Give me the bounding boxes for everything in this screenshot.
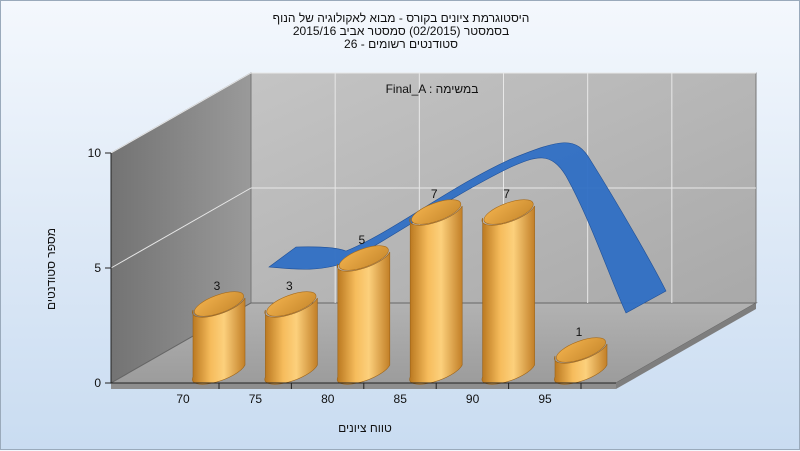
bar-1 [264, 291, 318, 385]
bar-body-0 [192, 297, 246, 385]
bar-body-5 [554, 343, 608, 385]
bar-0 [192, 291, 246, 385]
bar-cap-2 [338, 245, 389, 271]
chart-title-line-2: בסמסטר (02/2015) סמסטר אביב 2015/16 [292, 24, 510, 38]
y-tick-label-2: 10 [88, 146, 102, 160]
bar-2 [336, 245, 391, 385]
bar-cap-3 [411, 199, 462, 225]
chart-title-line-3: סטודנטים רשומים - 26 [344, 37, 458, 51]
x-axis-title: טווח ציונים [338, 421, 392, 435]
bar-body-4 [481, 205, 535, 385]
bars-group: 3 3 5 7 7 1 [192, 187, 608, 385]
x-tick-label-3: 85 [394, 392, 408, 406]
x-tick-label-4: 90 [466, 392, 480, 406]
bar-value-label-5: 1 [576, 325, 583, 339]
x-tick-label-2: 80 [321, 392, 335, 406]
bar-value-label-4: 7 [503, 187, 510, 201]
bar-5 [554, 337, 608, 385]
bar-cap-1 [266, 291, 317, 317]
bar-value-label-0: 3 [214, 279, 221, 293]
bar-body-1 [264, 297, 318, 385]
bar-4 [481, 199, 535, 385]
gridline-left-1 [110, 187, 252, 269]
y-tick-label-0: 0 [94, 376, 101, 390]
assignment-label: Final_A : במשימה [386, 82, 479, 96]
bar-3 [409, 199, 463, 385]
bar-body-3 [409, 205, 463, 385]
chart-gridlines [110, 72, 756, 303]
x-tick-label-1: 75 [249, 392, 263, 406]
bar-value-label-1: 3 [286, 279, 293, 293]
bar-cap-0 [194, 291, 244, 317]
bar-body-2 [336, 251, 391, 385]
y-tick-label-1: 5 [94, 261, 101, 275]
chart-title-line-1: היסטוגרמת ציונים בקורס - מבוא לאקולוגיה … [272, 11, 530, 25]
bar-cap-4 [483, 199, 534, 225]
chart-floor-right-edge [616, 303, 756, 389]
x-tick-label-5: 95 [538, 392, 552, 406]
x-tick-label-0: 70 [176, 392, 190, 406]
distribution-curve [268, 142, 667, 314]
bar-value-label-3: 7 [431, 187, 438, 201]
bar-value-label-2: 5 [358, 233, 365, 247]
y-axis-title: מספר סטודנטים [44, 227, 58, 311]
bar-cap-5 [556, 337, 606, 363]
gridline-left-2 [110, 72, 252, 154]
